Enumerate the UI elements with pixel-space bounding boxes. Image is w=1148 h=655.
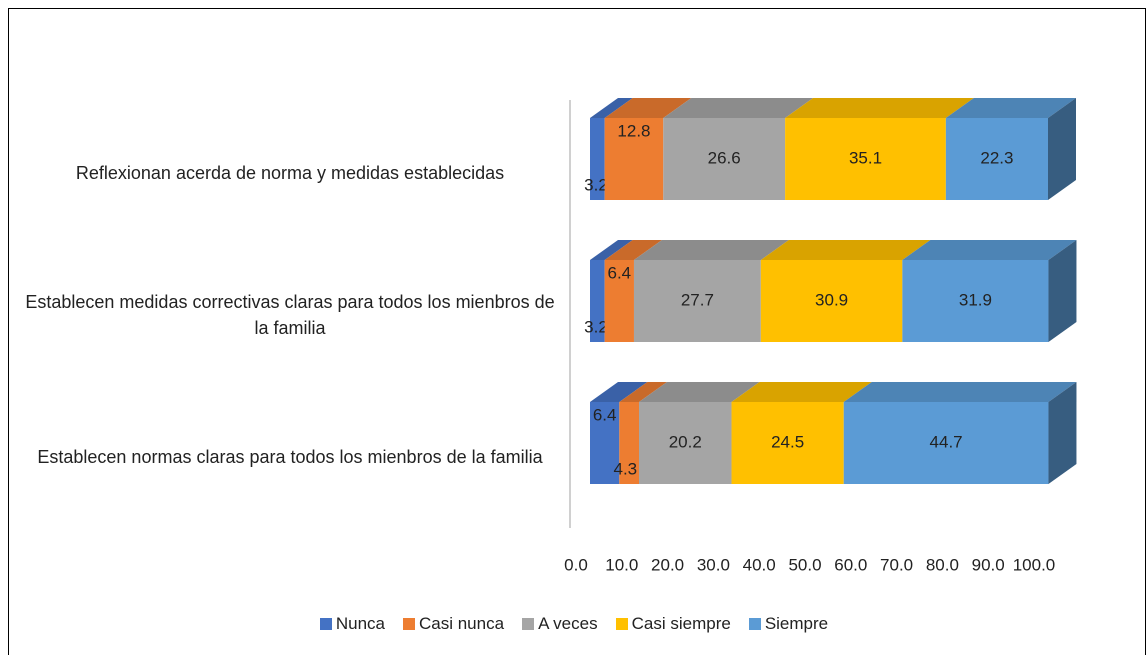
category-label: Reflexionan acerda de norma y medidas es…: [75, 163, 505, 183]
bar-side: [1048, 240, 1077, 342]
legend: Nunca Casi nunca A veces Casi siempre Siempr…: [0, 614, 1148, 634]
x-tick-label: 30.0: [697, 555, 730, 574]
data-label: 20.2: [669, 432, 702, 451]
data-label: 4.3: [613, 459, 637, 478]
bar-top: [639, 382, 760, 402]
data-label: 24.5: [771, 432, 804, 451]
chart-frame: [8, 8, 1146, 655]
data-label: 3.2: [584, 317, 608, 336]
data-label: 44.7: [930, 432, 963, 451]
legend-label: Nunca: [335, 614, 385, 633]
data-label: 26.6: [708, 148, 741, 167]
legend-item: Nunca: [319, 614, 385, 634]
x-tick-label: 100.0: [1013, 555, 1056, 574]
legend-label: Siempre: [764, 614, 829, 633]
bar: [633, 260, 761, 342]
bar-top: [945, 98, 1076, 118]
bar-side: [1048, 382, 1077, 484]
legend-item: A veces: [522, 614, 598, 634]
bar: [785, 118, 946, 200]
x-tick-label: 40.0: [743, 555, 776, 574]
bar-top: [663, 98, 814, 118]
legend-label: Casi siempre: [631, 614, 731, 633]
legend-swatch: [403, 618, 415, 630]
bar-top: [619, 382, 668, 402]
x-tick-label: 10.0: [605, 555, 638, 574]
bar: [902, 260, 1049, 342]
bar: [639, 402, 732, 484]
bar: [843, 402, 1049, 484]
bar-top: [785, 98, 974, 118]
bar-top: [902, 240, 1077, 260]
bar-side: [1048, 98, 1076, 200]
bar: [604, 260, 634, 342]
bar: [945, 118, 1048, 200]
data-label: 22.3: [980, 148, 1013, 167]
legend-label: A veces: [538, 614, 598, 633]
legend-item: Siempre: [748, 614, 829, 634]
x-tick-label: 50.0: [788, 555, 821, 574]
bar-top: [633, 240, 789, 260]
bar-top: [590, 382, 648, 402]
data-label: 27.7: [681, 290, 714, 309]
data-label: 31.9: [959, 290, 992, 309]
legend-swatch: [522, 618, 535, 630]
x-tick-label: 60.0: [834, 555, 867, 574]
bar-top: [760, 240, 931, 260]
legend-item: Casi siempre: [615, 614, 731, 634]
bar: [619, 402, 640, 484]
bar-top: [843, 382, 1077, 402]
data-label: 6.4: [607, 263, 631, 282]
bar: [731, 402, 844, 484]
bar: [760, 260, 903, 342]
data-label: 35.1: [849, 148, 882, 167]
x-tick-label: 80.0: [926, 555, 959, 574]
legend-swatch: [615, 618, 628, 630]
category-label: Establecen normas claras para todos los …: [37, 447, 543, 467]
legend-swatch: [748, 618, 761, 630]
bar: [663, 118, 786, 200]
bar: [590, 260, 605, 342]
legend-swatch: [319, 618, 332, 630]
x-tick-label: 70.0: [880, 555, 913, 574]
bar-top: [731, 382, 872, 402]
data-label: 3.2: [584, 175, 608, 194]
legend-item: Casi nunca: [403, 614, 504, 634]
bar-top: [604, 98, 692, 118]
x-tick-label: 90.0: [972, 555, 1005, 574]
bar: [590, 118, 605, 200]
bar-top: [604, 240, 662, 260]
legend-label: Casi nunca: [419, 614, 505, 633]
bar: [590, 402, 620, 484]
x-tick-label: 20.0: [651, 555, 684, 574]
data-label: 30.9: [815, 290, 848, 309]
bar-top: [590, 98, 633, 118]
bar-top: [590, 240, 633, 260]
x-tick-label: 0.0: [564, 555, 588, 574]
data-label: 6.4: [593, 405, 617, 424]
bar: [604, 118, 664, 200]
category-label: Establecen medidas correctivas claras pa…: [25, 292, 555, 338]
data-label: 12.8: [617, 121, 650, 140]
